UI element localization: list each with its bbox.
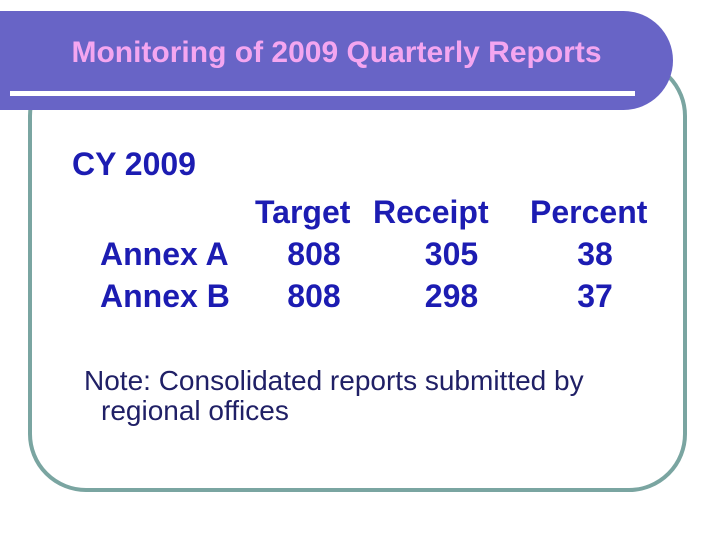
slide-title: Monitoring of 2009 Quarterly Reports xyxy=(71,35,602,69)
row-percent-value: 37 xyxy=(577,278,613,314)
row-receipt-value: 298 xyxy=(424,278,479,314)
table-header-row: Target Receipt Percent xyxy=(100,191,660,233)
header-percent: Percent xyxy=(530,194,648,230)
title-underline xyxy=(10,91,635,96)
row-label: Annex B xyxy=(100,278,230,314)
row-target-value: 808 xyxy=(287,236,341,272)
header-receipt: Receipt xyxy=(373,194,489,230)
header-target: Target xyxy=(255,194,351,230)
body-heading: CY 2009 xyxy=(72,146,196,182)
row-label: Annex A xyxy=(100,236,229,272)
table-row: Annex B 808 298 37 xyxy=(100,275,660,317)
row-percent-value: 38 xyxy=(577,236,613,272)
row-target-value: 808 xyxy=(287,278,341,314)
table-row: Annex A 808 305 38 xyxy=(100,233,660,275)
note-line-1: Note: Consolidated reports submitted by xyxy=(84,365,584,396)
report-table: Target Receipt Percent Annex A 808 305 3… xyxy=(100,191,660,317)
note-text: Note: Consolidated reports submitted by … xyxy=(84,366,584,426)
header-empty-cell xyxy=(100,191,255,233)
note-line-2: regional offices xyxy=(101,395,289,426)
row-receipt-value: 305 xyxy=(424,236,479,272)
